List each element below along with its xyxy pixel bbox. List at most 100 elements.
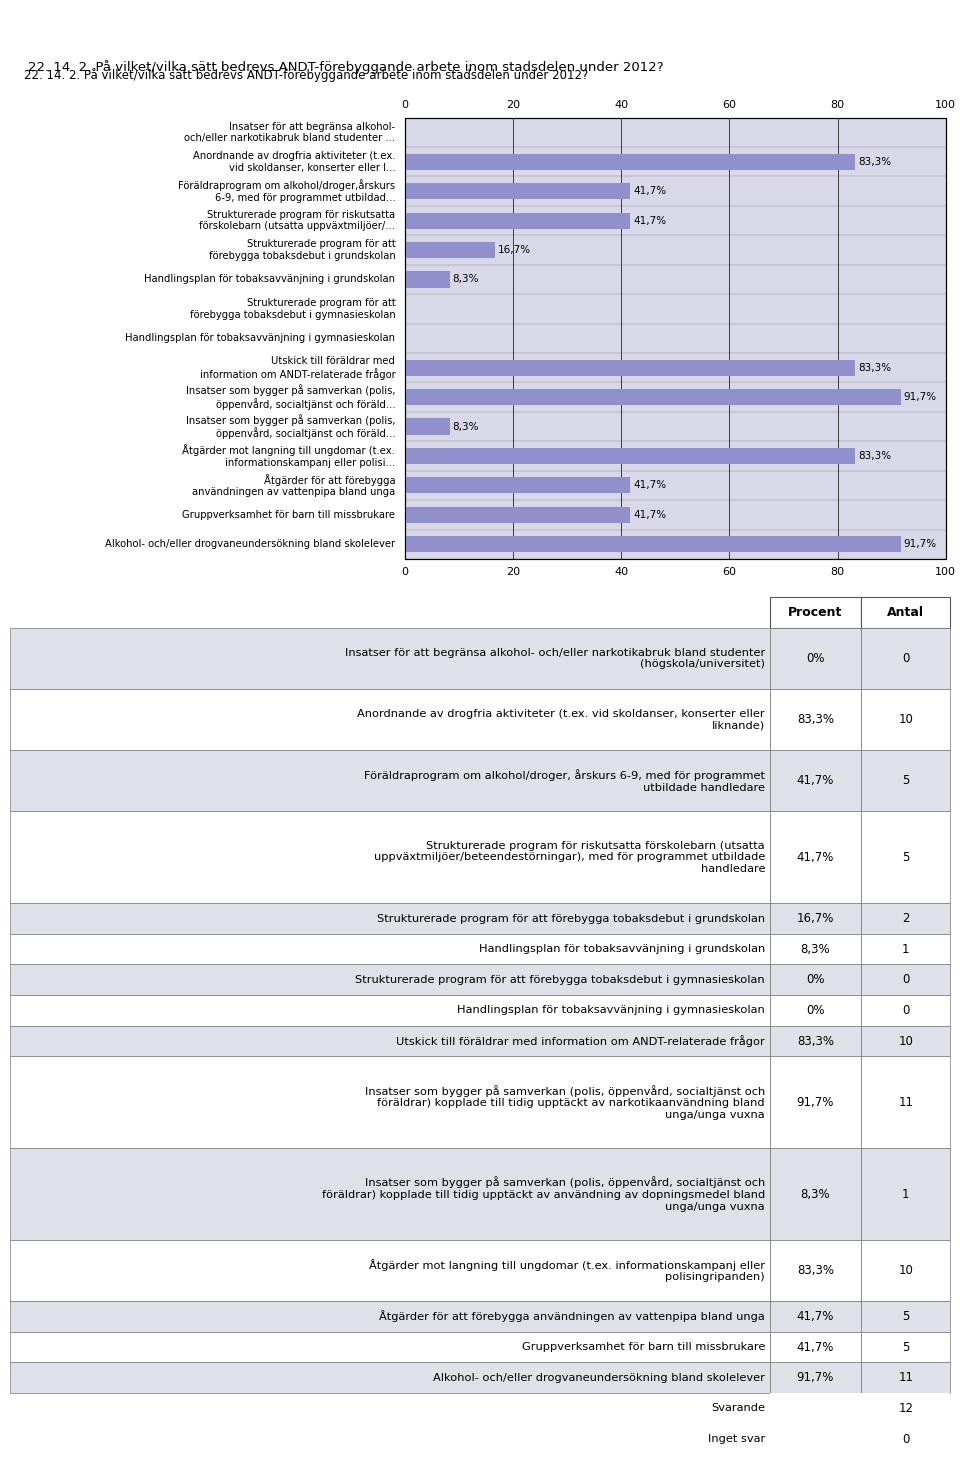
Text: 0%: 0% [806, 1003, 825, 1017]
Text: 22. 14. 2. På vilket/vilka sätt bedrevs ANDT-förebyggande arbete inom stadsdelen: 22. 14. 2. På vilket/vilka sätt bedrevs … [24, 68, 588, 82]
Bar [10, 934, 770, 965]
Text: Handlingsplan för tobaksavvänjning i grundskolan: Handlingsplan för tobaksavvänjning i gru… [479, 945, 765, 955]
Text: 41,7%: 41,7% [797, 851, 834, 864]
Text: 5: 5 [902, 1310, 909, 1324]
Bar [10, 1025, 770, 1056]
Text: 41,7%: 41,7% [634, 216, 666, 226]
Text: Åtgärder för att förebygga
användningen av vattenpipa bland unga: Åtgärder för att förebygga användningen … [192, 473, 396, 497]
Text: 8,3%: 8,3% [452, 275, 479, 285]
Bar [770, 1423, 861, 1454]
Text: 12: 12 [899, 1401, 913, 1415]
Bar [10, 751, 770, 811]
Text: Insatser för att begränsa alkohol-
och/eller narkotikabruk bland studenter ...: Insatser för att begränsa alkohol- och/e… [184, 122, 396, 142]
Text: 100: 100 [935, 100, 956, 110]
Text: 8,3%: 8,3% [801, 943, 830, 956]
Text: Inget svar: Inget svar [708, 1434, 765, 1444]
Text: Insatser som bygger på samverkan (polis,
öppenvård, socialtjänst och föräld...: Insatser som bygger på samverkan (polis,… [186, 385, 396, 410]
Bar [405, 154, 855, 170]
Bar [861, 596, 950, 627]
Text: Föräldraprogram om alkohol/droger,årskurs
6-9, med för programmet utbildad...: Föräldraprogram om alkohol/droger,årskur… [179, 179, 396, 203]
Text: 0: 0 [902, 1432, 909, 1445]
Bar [10, 689, 770, 751]
Text: Procent: Procent [788, 605, 843, 618]
Bar [10, 1362, 770, 1393]
Text: Åtgärder mot langning till ungdomar (t.ex.
informationskampanj eller polisi...: Åtgärder mot langning till ungdomar (t.e… [182, 444, 396, 467]
Bar [10, 1240, 770, 1302]
Text: 83,3%: 83,3% [858, 157, 891, 167]
Text: 83,3%: 83,3% [858, 451, 891, 461]
Bar [405, 118, 946, 558]
Text: 40: 40 [614, 567, 628, 577]
Text: 0%: 0% [806, 974, 825, 986]
Text: 83,3%: 83,3% [797, 1265, 834, 1277]
Bar [10, 995, 770, 1025]
Bar [770, 1393, 861, 1423]
Text: 16,7%: 16,7% [797, 912, 834, 925]
Bar [405, 389, 900, 405]
Bar [10, 1056, 770, 1149]
Text: 83,3%: 83,3% [797, 712, 834, 726]
Text: Utskick till föräldrar med
information om ANDT-relaterade frågor: Utskick till föräldrar med information o… [200, 355, 396, 379]
Text: Svarande: Svarande [711, 1403, 765, 1413]
Bar [861, 627, 950, 689]
Text: Handlingsplan för tobaksavvänjning i grundskolan: Handlingsplan för tobaksavvänjning i gru… [144, 275, 396, 285]
Text: 91,7%: 91,7% [903, 392, 937, 403]
Bar [770, 995, 861, 1025]
Bar [770, 1056, 861, 1149]
Text: 91,7%: 91,7% [797, 1371, 834, 1384]
Text: 41,7%: 41,7% [797, 774, 834, 787]
Text: 41,7%: 41,7% [634, 480, 666, 491]
Bar [770, 903, 861, 934]
Bar [861, 965, 950, 995]
Text: Insatser som bygger på samverkan (polis,
öppenvård, socialtjänst och föräld...: Insatser som bygger på samverkan (polis,… [186, 414, 396, 439]
Text: Alkohol- och/eller drogvaneundersökning bland skolelever: Alkohol- och/eller drogvaneundersökning … [433, 1372, 765, 1382]
Text: Insatser som bygger på samverkan (polis, öppenvård, socialtjänst och
föräldrar) : Insatser som bygger på samverkan (polis,… [365, 1084, 765, 1119]
Text: 16,7%: 16,7% [498, 245, 531, 256]
Bar [861, 1393, 950, 1423]
Bar [770, 1149, 861, 1240]
Bar [861, 1302, 950, 1332]
Text: 8,3%: 8,3% [452, 422, 479, 432]
Bar [10, 965, 770, 995]
Text: 41,7%: 41,7% [797, 1310, 834, 1324]
Bar [861, 934, 950, 965]
Bar [10, 1149, 770, 1240]
Bar [405, 272, 449, 288]
Bar [770, 1302, 861, 1332]
Text: 91,7%: 91,7% [903, 539, 937, 549]
Text: 0: 0 [902, 974, 909, 986]
Bar [861, 1149, 950, 1240]
Bar [10, 811, 770, 903]
Text: 80: 80 [830, 100, 845, 110]
Text: Åtgärder mot langning till ungdomar (t.ex. informationskampanj eller
polisingrip: Åtgärder mot langning till ungdomar (t.e… [369, 1259, 765, 1282]
Text: Utskick till föräldrar med information om ANDT-relaterade frågor: Utskick till föräldrar med information o… [396, 1036, 765, 1047]
Text: 40: 40 [614, 100, 628, 110]
Bar [405, 242, 495, 259]
Text: 10: 10 [899, 1265, 913, 1277]
Text: 0: 0 [902, 1003, 909, 1017]
Bar [770, 811, 861, 903]
Text: Gruppverksamhet för barn till missbrukare: Gruppverksamhet för barn till missbrukar… [182, 510, 396, 520]
Bar [861, 1056, 950, 1149]
Bar [770, 689, 861, 751]
Text: Strukturerade program för riskutsatta
förskolebarn (utsatta uppväxtmiljöer/...: Strukturerade program för riskutsatta fö… [200, 210, 396, 232]
Bar [861, 689, 950, 751]
Bar [405, 184, 631, 200]
Text: Strukturerade program för att förebygga tobaksdebut i gymnasieskolan: Strukturerade program för att förebygga … [355, 975, 765, 984]
Text: 1: 1 [902, 1187, 909, 1200]
Text: Anordnande av drogfria aktiviteter (t.ex.
vid skoldanser, konserter eller l...: Anordnande av drogfria aktiviteter (t.ex… [193, 151, 396, 172]
Bar [770, 627, 861, 689]
Text: 2: 2 [902, 912, 909, 925]
Bar [10, 903, 770, 934]
Text: Strukturerade program för att
förebygga tobaksdebut i gymnasieskolan: Strukturerade program för att förebygga … [189, 298, 396, 320]
Bar [405, 419, 449, 435]
Bar [770, 1240, 861, 1302]
Bar [405, 213, 631, 229]
Text: Insatser för att begränsa alkohol- och/eller narkotikabruk bland studenter
(högs: Insatser för att begränsa alkohol- och/e… [345, 648, 765, 670]
Text: Strukturerade program för riskutsatta förskolebarn (utsatta
uppväxtmiljöer/betee: Strukturerade program för riskutsatta fö… [373, 840, 765, 874]
Text: 0: 0 [902, 652, 909, 665]
Bar [770, 1025, 861, 1056]
Text: 1: 1 [902, 943, 909, 956]
Text: Föräldraprogram om alkohol/droger, årskurs 6-9, med för programmet
utbildade han: Föräldraprogram om alkohol/droger, årsku… [364, 770, 765, 793]
Bar [10, 1332, 770, 1362]
